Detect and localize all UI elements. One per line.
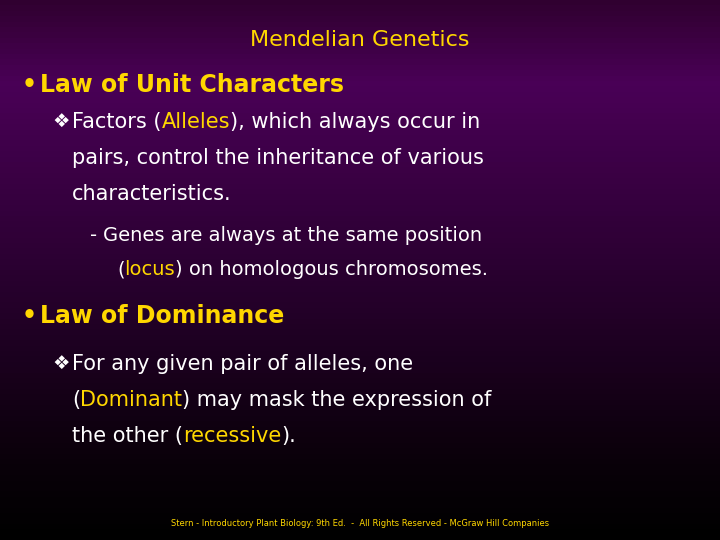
Text: ) on homologous chromosomes.: ) on homologous chromosomes. (175, 260, 488, 279)
Text: ), which always occur in: ), which always occur in (230, 112, 480, 132)
Text: For any given pair of alleles, one: For any given pair of alleles, one (72, 354, 413, 374)
Text: ❖: ❖ (52, 112, 70, 131)
Text: Law of Unit Characters: Law of Unit Characters (40, 73, 344, 97)
Text: locus: locus (125, 260, 175, 279)
Text: Stern - Introductory Plant Biology: 9th Ed.  -  All Rights Reserved - McGraw Hil: Stern - Introductory Plant Biology: 9th … (171, 519, 549, 528)
Text: Law of Dominance: Law of Dominance (40, 304, 284, 328)
Text: characteristics.: characteristics. (72, 184, 232, 204)
Text: Dominant: Dominant (80, 390, 182, 410)
Text: ) may mask the expression of: ) may mask the expression of (182, 390, 492, 410)
Text: •: • (22, 73, 37, 97)
Text: ).: ). (282, 426, 296, 446)
Text: Alleles: Alleles (161, 112, 230, 132)
Text: (: ( (72, 390, 80, 410)
Text: •: • (22, 304, 37, 328)
Text: ❖: ❖ (52, 354, 70, 373)
Text: recessive: recessive (183, 426, 282, 446)
Text: Genes are always at the same position: Genes are always at the same position (103, 226, 482, 245)
Text: (: ( (117, 260, 125, 279)
Text: the other (: the other ( (72, 426, 183, 446)
Text: pairs, control the inheritance of various: pairs, control the inheritance of variou… (72, 148, 484, 168)
Text: Factors (: Factors ( (72, 112, 161, 132)
Text: Mendelian Genetics: Mendelian Genetics (251, 30, 469, 50)
Text: -: - (90, 226, 97, 245)
